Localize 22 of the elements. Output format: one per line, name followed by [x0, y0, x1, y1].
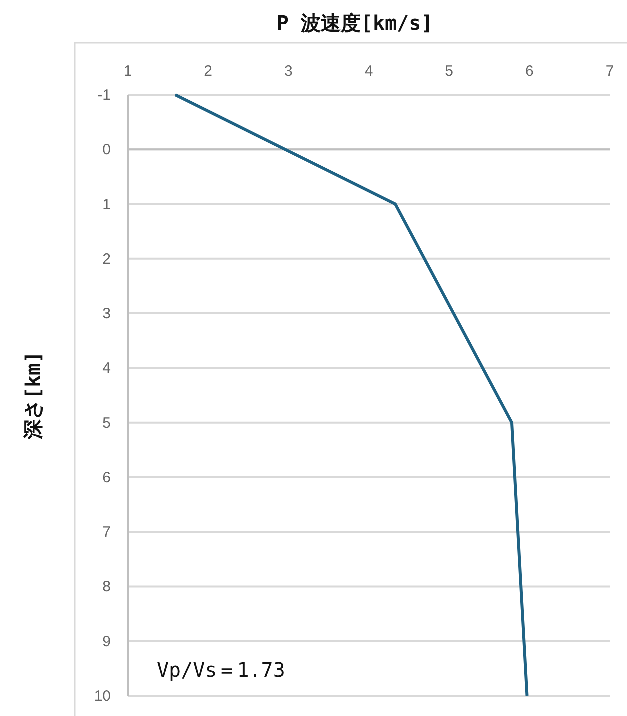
y-tick-label: 0 [102, 142, 111, 159]
annotation: Vp/Vs＝1.73 [157, 658, 286, 682]
x-tick-label: 2 [204, 63, 213, 80]
y-tick-label: 4 [102, 360, 111, 378]
y-tick-label: -1 [98, 87, 111, 104]
x-tick-label: 6 [525, 63, 534, 80]
x-tick-label: 3 [284, 63, 293, 80]
y-tick-label: 1 [102, 196, 111, 214]
y-tick-label: 5 [102, 414, 111, 432]
y-axis-title: 深さ[km] [21, 351, 45, 441]
y-tick-label: 8 [102, 578, 111, 596]
x-tick-label: 7 [606, 63, 614, 80]
y-tick-label: 3 [102, 306, 111, 323]
y-tick-label: 9 [102, 633, 111, 650]
x-axis-title: P 波速度[km/s] [276, 11, 434, 35]
y-tick-label: 2 [102, 250, 111, 268]
x-tick-label: 1 [124, 63, 132, 80]
y-tick-label: 6 [102, 469, 111, 486]
y-tick-label: 7 [102, 524, 111, 542]
x-tick-label: 5 [445, 63, 454, 80]
x-tick-label: 4 [364, 63, 374, 80]
y-tick-label: 10 [94, 688, 111, 705]
